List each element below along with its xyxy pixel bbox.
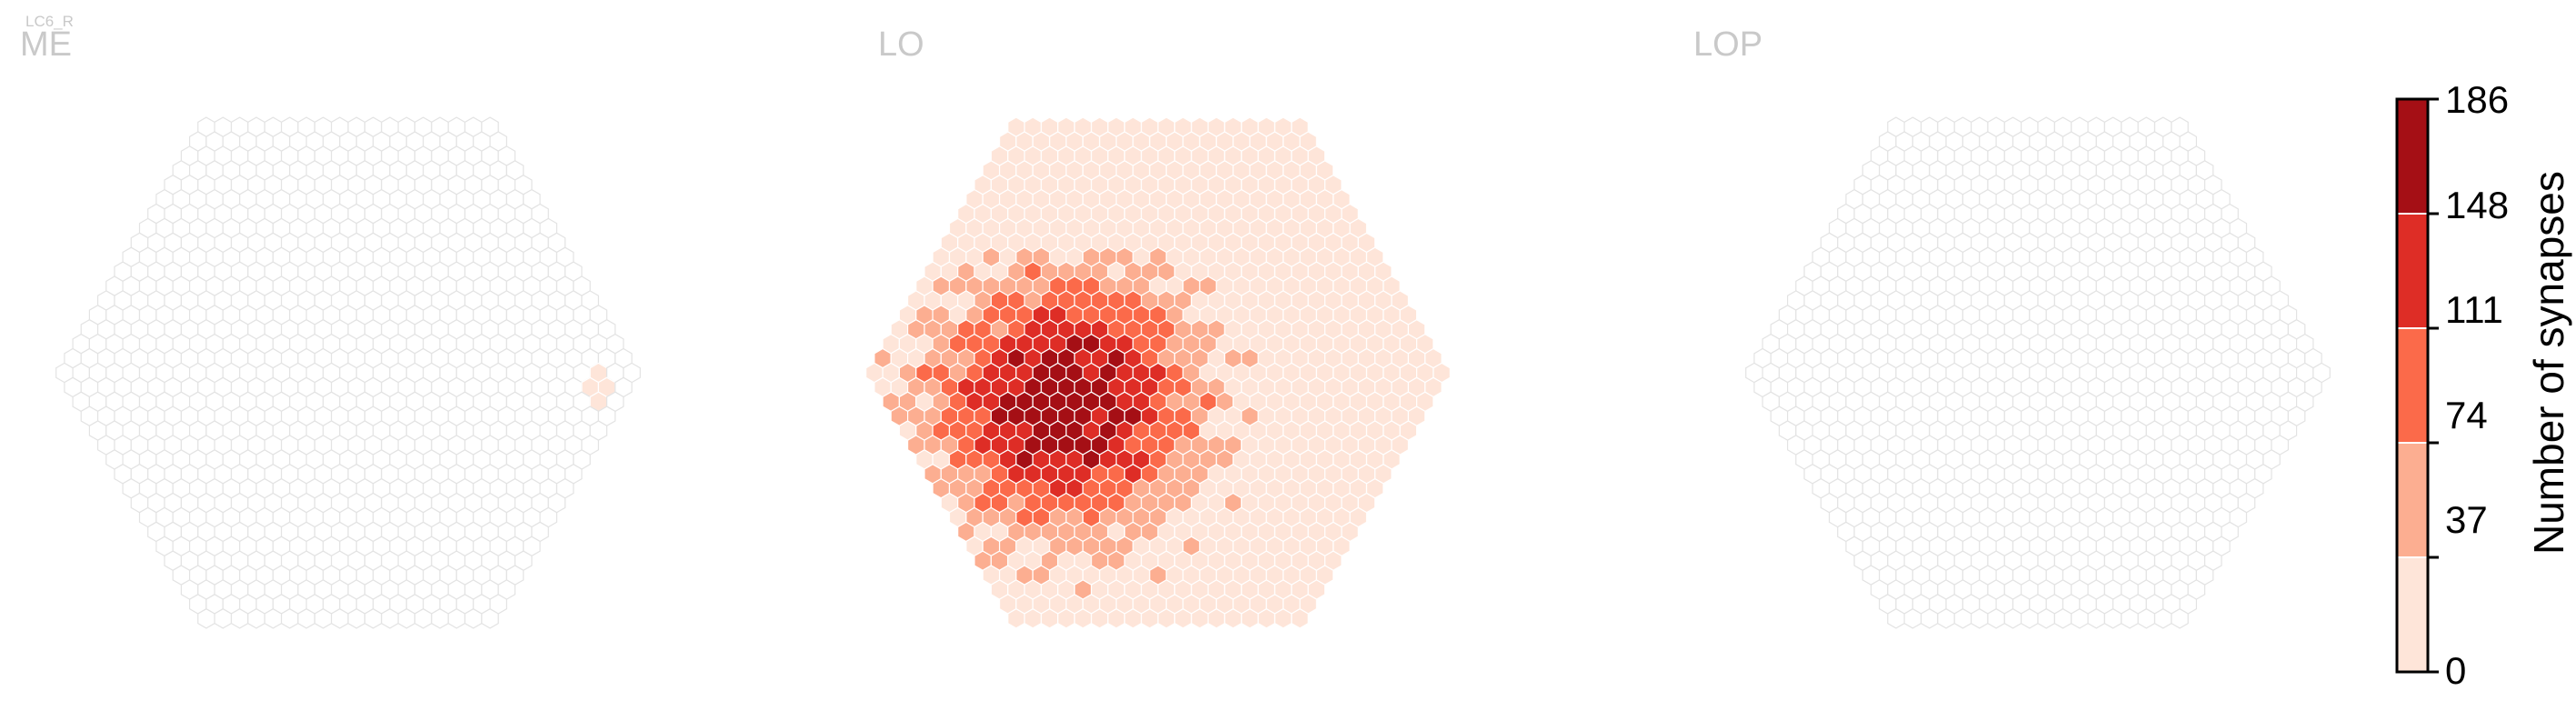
- hex-cell: [1107, 608, 1125, 629]
- hex-cell: [1920, 608, 1939, 629]
- hex-cell: [1123, 608, 1143, 629]
- hex-panel-me: [55, 116, 641, 629]
- hex-cell: [1987, 608, 2005, 629]
- colorbar-label: Number of synapses: [2525, 171, 2572, 555]
- colorbar-segment: [2396, 213, 2429, 329]
- colorbar-segment: [2396, 556, 2429, 673]
- hex-cell: [1223, 608, 1243, 629]
- colorbar-tick-111: 111: [2445, 288, 2503, 331]
- cell-type-label: LC6_R: [25, 13, 74, 30]
- hex-cell: [1023, 608, 1043, 629]
- hex-cell: [2137, 608, 2156, 629]
- colorbar-segment: [2396, 98, 2429, 215]
- hex-cell: [2021, 608, 2039, 629]
- hex-cell: [1090, 608, 1109, 629]
- hex-cell: [1953, 608, 1972, 629]
- colorbar: [2395, 97, 2439, 674]
- hex-cell: [230, 608, 249, 629]
- hex-cell: [464, 608, 483, 629]
- hex-cell: [314, 608, 333, 629]
- panel-title-lop: LOP: [1693, 25, 1763, 64]
- hex-cell: [414, 608, 433, 629]
- hex-cell: [1937, 608, 1955, 629]
- hex-cell: [1157, 608, 1176, 629]
- hex-cell: [1007, 608, 1025, 629]
- hex-cell: [1241, 608, 1259, 629]
- hex-cell: [1173, 608, 1193, 629]
- hex-cell: [1887, 608, 1905, 629]
- hex-cell: [1140, 608, 1159, 629]
- hex-cell: [1971, 608, 1989, 629]
- hex-cell: [431, 608, 449, 629]
- hex-cell: [281, 608, 299, 629]
- hex-cell: [2071, 608, 2089, 629]
- hex-cell: [331, 608, 349, 629]
- hex-cell: [347, 608, 365, 629]
- hex-cell: [1207, 608, 1226, 629]
- colorbar-segment: [2396, 442, 2429, 558]
- hex-cell: [1291, 608, 1309, 629]
- hex-cell: [264, 608, 283, 629]
- hex-cell: [1191, 608, 1209, 629]
- hex-cell: [2121, 608, 2139, 629]
- hex-cell: [1257, 608, 1276, 629]
- hex-cell: [2171, 608, 2189, 629]
- hex-cell: [364, 608, 383, 629]
- hex-cell: [2053, 608, 2072, 629]
- hex-cell: [2103, 608, 2122, 629]
- hex-cell: [2003, 608, 2022, 629]
- hex-cell: [481, 608, 499, 629]
- hex-cell: [1057, 608, 1075, 629]
- hex-cell: [397, 608, 415, 629]
- hex-cell: [2037, 608, 2055, 629]
- hex-panel-lop: [1745, 116, 2331, 629]
- hex-cell: [1273, 608, 1293, 629]
- hex-cell: [1073, 608, 1093, 629]
- hex-cell: [297, 608, 315, 629]
- colorbar-tick-74: 74: [2445, 394, 2488, 436]
- hex-cell: [381, 608, 399, 629]
- hex-cell: [2087, 608, 2105, 629]
- colorbar-tick-148: 148: [2445, 184, 2510, 226]
- hex-cell: [447, 608, 466, 629]
- hex-cell: [1040, 608, 1059, 629]
- colorbar-tick-186: 186: [2445, 78, 2510, 121]
- hex-cell: [197, 608, 215, 629]
- colorbar-tick-37: 37: [2445, 498, 2488, 541]
- colorbar-segment: [2396, 327, 2429, 444]
- panel-title-me: ME: [20, 25, 72, 64]
- hex-panel-lo: [865, 116, 1451, 629]
- hex-cell: [214, 608, 233, 629]
- colorbar-tick-0: 0: [2445, 649, 2467, 692]
- hex-cell: [2153, 608, 2172, 629]
- hex-cell: [1903, 608, 1922, 629]
- colorbar-frame: [2395, 97, 2430, 674]
- panel-title-lo: LO: [878, 25, 924, 64]
- hex-cell: [247, 608, 265, 629]
